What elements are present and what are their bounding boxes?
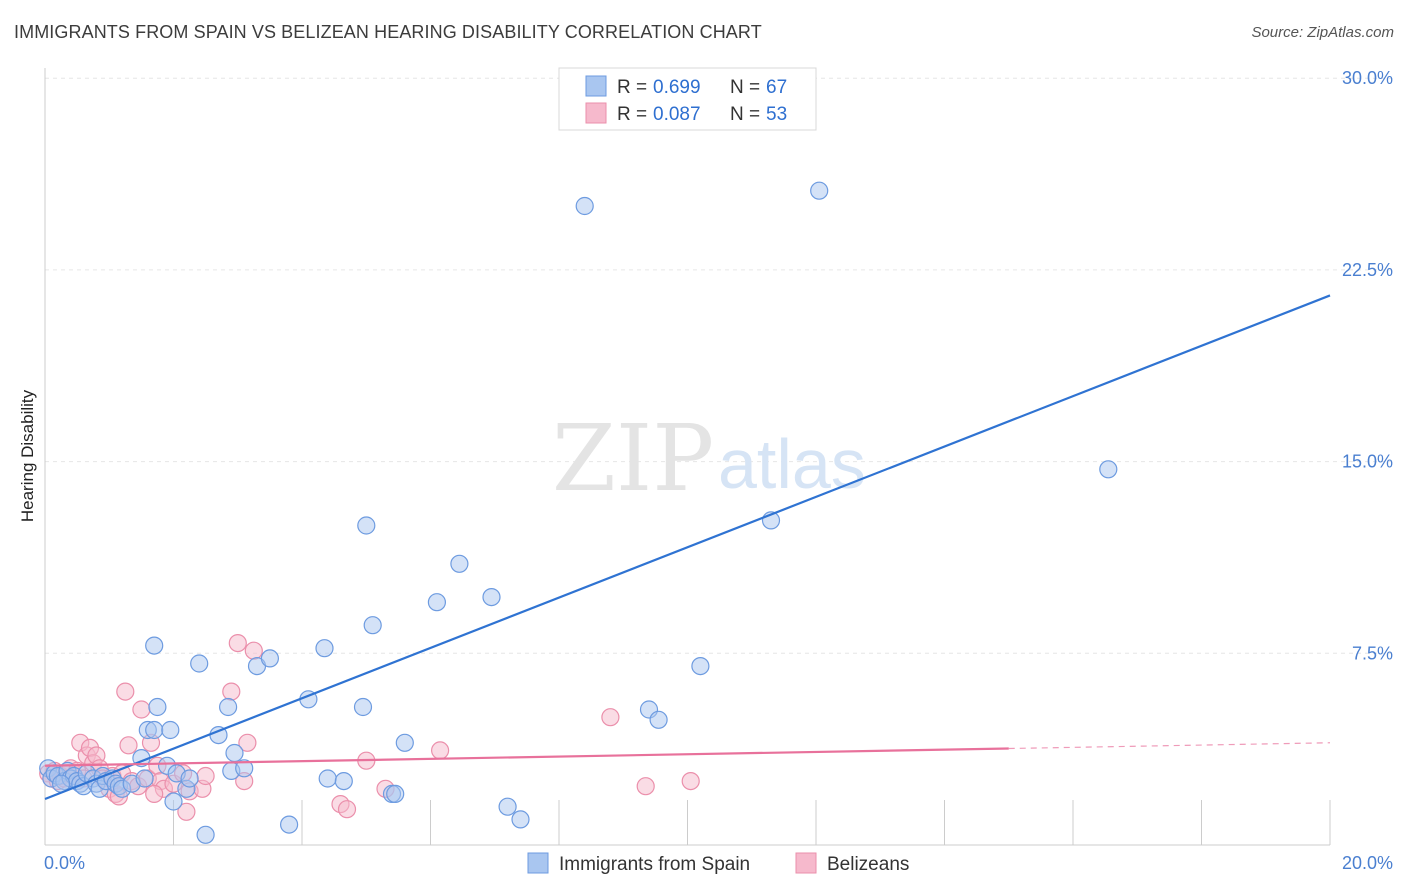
spain-point <box>334 771 353 791</box>
spain-point <box>161 720 180 740</box>
y-tick-labels: 7.5% 15.0% 22.5% 30.0% <box>1342 68 1393 663</box>
spain-point <box>219 697 238 717</box>
legend-r-label-1: R = <box>617 77 647 98</box>
y-axis-label: Hearing Disability <box>18 389 37 522</box>
legend-n-value-1: 67 <box>766 77 787 98</box>
spain-point <box>190 654 209 673</box>
legend-n-label-1: N = <box>730 77 760 98</box>
chart-title: IMMIGRANTS FROM SPAIN VS BELIZEAN HEARIN… <box>14 22 762 42</box>
belizeans-point <box>681 771 700 791</box>
belizeans-point <box>228 633 247 653</box>
y-tick-label: 7.5% <box>1352 643 1393 663</box>
y-tick-label: 22.5% <box>1342 260 1393 280</box>
spain-point <box>164 792 183 811</box>
spain-point <box>395 733 414 752</box>
spain-point <box>280 815 299 834</box>
belizeans-point <box>145 784 164 804</box>
spain-point <box>260 649 279 668</box>
legend-swatch-belizeans <box>585 102 607 124</box>
gridlines <box>45 77 1392 654</box>
spain-point <box>148 697 167 717</box>
bottom-legend: Immigrants from Spain Belizeans <box>527 852 909 875</box>
spain-trend-line <box>44 294 1331 801</box>
belizeans-point <box>116 682 135 701</box>
bottom-legend-swatch-spain <box>527 852 549 874</box>
spain-point <box>450 554 469 573</box>
belizeans-point <box>636 777 655 796</box>
legend-r-label-2: R = <box>617 104 647 125</box>
spain-point <box>145 720 164 740</box>
spain-point <box>145 636 164 655</box>
belizeans-point <box>132 700 151 719</box>
belizeans-trend-line <box>44 747 1009 767</box>
y-tick-label: 15.0% <box>1342 452 1393 472</box>
watermark-zip: ZIP <box>552 405 714 512</box>
spain-point <box>575 196 594 216</box>
source-credit: Source: ZipAtlas.com <box>1251 24 1394 41</box>
belizeans-point <box>601 708 620 727</box>
x-tick-labels: 0.0% 20.0% <box>44 853 1393 873</box>
bottom-legend-swatch-belizeans <box>795 852 817 874</box>
x-tick-label-end: 20.0% <box>1342 853 1393 873</box>
spain-point <box>196 825 215 844</box>
legend-swatch-spain <box>585 75 607 97</box>
x-tick-label-start: 0.0% <box>44 853 85 873</box>
spain-point <box>691 656 710 676</box>
belizeans-points <box>39 633 700 821</box>
belizeans-point <box>238 733 257 752</box>
watermark-atlas: atlas <box>718 425 866 503</box>
spain-point <box>225 743 244 763</box>
belizeans-point <box>196 766 215 786</box>
spain-point <box>135 769 154 788</box>
belizeans-point <box>177 802 196 821</box>
trend-lines <box>44 294 1331 801</box>
axes <box>44 68 1331 846</box>
belizeans-point <box>337 800 357 819</box>
watermark: ZIP atlas <box>552 405 866 512</box>
spain-point <box>180 769 199 788</box>
legend-r-value-2: 0.087 <box>653 104 701 125</box>
spain-point <box>482 587 501 607</box>
bottom-legend-label-belizeans: Belizeans <box>827 854 909 875</box>
bottom-legend-label-spain: Immigrants from Spain <box>559 854 750 875</box>
spain-point <box>363 616 382 635</box>
spain-point <box>357 516 376 535</box>
spain-point <box>498 797 517 816</box>
legend-n-label-2: N = <box>730 104 760 125</box>
legend-r-value-1: 0.699 <box>653 77 701 98</box>
spain-point <box>315 639 334 658</box>
belizeans-trend-extension <box>1008 742 1331 750</box>
spain-point <box>235 759 254 778</box>
spain-point <box>318 769 337 788</box>
belizeans-point <box>222 682 241 701</box>
belizeans-point <box>431 741 450 760</box>
belizeans-point <box>119 736 138 755</box>
spain-point <box>386 784 405 804</box>
spain-point <box>1099 460 1118 479</box>
spain-points <box>39 181 1118 844</box>
legend-n-value-2: 53 <box>766 104 787 125</box>
spain-point <box>649 710 668 729</box>
spain-point <box>427 593 446 612</box>
spain-point <box>353 697 373 717</box>
legend: R = 0.699 N = 67 R = 0.087 N = 53 <box>558 67 817 131</box>
belizeans-point <box>244 641 263 660</box>
spain-point <box>511 810 530 829</box>
y-tick-label: 30.0% <box>1342 68 1393 88</box>
spain-point <box>810 181 829 200</box>
